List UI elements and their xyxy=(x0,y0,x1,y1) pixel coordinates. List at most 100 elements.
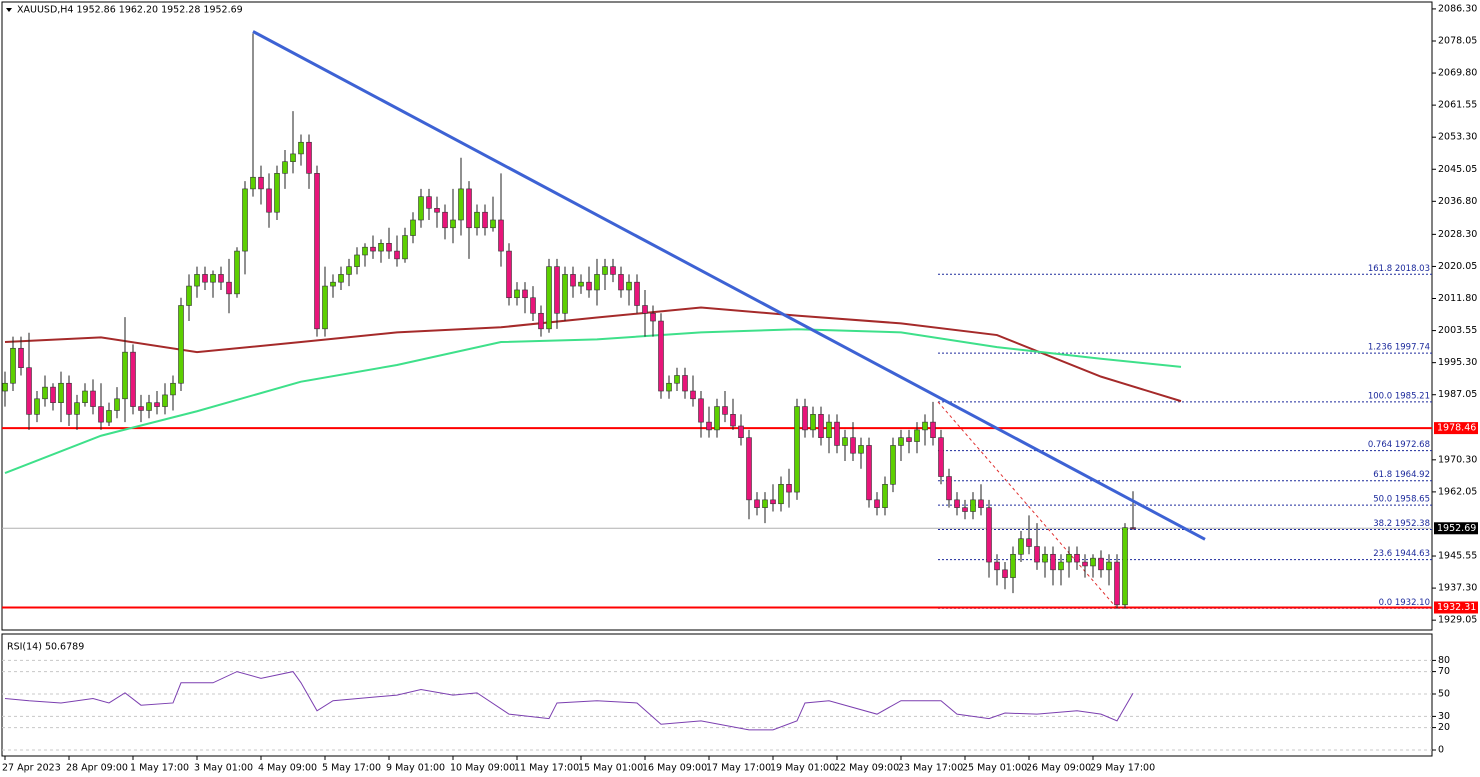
candle-body xyxy=(130,351,136,407)
candle-body xyxy=(434,208,440,213)
candle-body xyxy=(50,386,56,403)
candle-body xyxy=(666,382,672,392)
x-tick-label: 10 May 09:00 xyxy=(450,763,515,774)
candle-body xyxy=(402,235,408,260)
rsi-panel xyxy=(1,633,1433,757)
last-price-label: 1952.69 xyxy=(1437,523,1476,534)
candle-body xyxy=(1002,569,1008,578)
candle-body xyxy=(906,437,912,442)
candle-body xyxy=(106,410,112,423)
candle-body xyxy=(786,484,792,493)
candle-body xyxy=(346,266,352,275)
candle-body xyxy=(146,402,152,411)
candle-body xyxy=(58,382,64,403)
candle-body xyxy=(642,305,648,314)
x-tick-label: 4 May 09:00 xyxy=(258,763,317,774)
x-tick-label: 22 May 09:00 xyxy=(834,763,899,774)
y-tick-label: 2020.05 xyxy=(1438,261,1477,272)
fib-label: 0.764 1972.68 xyxy=(1368,440,1430,450)
moving-average xyxy=(4,328,1182,474)
candle-body xyxy=(482,211,488,229)
x-tick-label: 15 May 01:00 xyxy=(578,763,643,774)
candle-body xyxy=(98,406,104,423)
candle-body xyxy=(866,445,872,501)
x-tick-label: 9 May 01:00 xyxy=(386,763,445,774)
y-tick-label: 2011.80 xyxy=(1438,293,1477,304)
candle-body xyxy=(850,437,856,454)
y-tick-label: 2028.30 xyxy=(1438,229,1477,240)
fib-label: 38.2 1952.38 xyxy=(1373,519,1430,529)
y-tick-label: 1929.05 xyxy=(1438,615,1477,626)
y-tick-label: 2045.05 xyxy=(1438,164,1477,175)
candle-body xyxy=(1050,553,1056,571)
fib-label: 50.0 1958.65 xyxy=(1373,495,1430,505)
candle-body xyxy=(66,382,72,415)
candle-body xyxy=(674,375,680,384)
rsi-tick-label: 30 xyxy=(1438,711,1450,722)
candle-body xyxy=(74,402,80,415)
candle-body xyxy=(26,367,32,415)
candle-body xyxy=(698,398,704,423)
candle-body xyxy=(210,274,216,283)
candle-body xyxy=(1082,561,1088,567)
candle-body xyxy=(1042,553,1048,563)
candle-body xyxy=(586,281,592,291)
y-tick-label: 2061.55 xyxy=(1438,100,1477,111)
candle-body xyxy=(738,425,744,438)
candle-body xyxy=(986,507,992,563)
x-tick-label: 17 May 17:00 xyxy=(706,763,771,774)
candle-body xyxy=(914,429,920,442)
candle-body xyxy=(274,173,280,213)
candle-body xyxy=(234,250,240,295)
candle-body xyxy=(466,188,472,229)
candle-body xyxy=(314,173,320,330)
candle-body xyxy=(170,382,176,396)
candle-body xyxy=(1090,557,1096,567)
candle-body xyxy=(794,406,800,493)
candle-body xyxy=(242,188,248,252)
menu-arrow xyxy=(6,8,12,12)
candle-body xyxy=(834,421,840,446)
fib-label: 61.8 1964.92 xyxy=(1373,470,1430,480)
y-tick-label: 2053.30 xyxy=(1438,132,1477,143)
fib-label: 100.0 1985.21 xyxy=(1368,391,1430,401)
candle-body xyxy=(354,254,360,267)
chart-title: XAUUSD,H4 1952.86 1962.20 1952.28 1952.6… xyxy=(17,5,243,16)
candle-body xyxy=(154,402,160,407)
candle-body xyxy=(754,499,760,508)
candle-body xyxy=(658,320,664,392)
candle-body xyxy=(706,421,712,431)
candle-body xyxy=(426,196,432,209)
y-tick-label: 1970.30 xyxy=(1438,454,1477,465)
candle-body xyxy=(186,285,192,306)
candle-body xyxy=(1018,538,1024,555)
candle-body xyxy=(546,266,552,330)
candle-body xyxy=(458,188,464,221)
candle-body xyxy=(994,561,1000,571)
candle-body xyxy=(490,219,496,229)
candle-body xyxy=(282,161,288,174)
candle-body xyxy=(114,398,120,411)
candle-body xyxy=(650,312,656,322)
x-tick-label: 11 May 17:00 xyxy=(514,763,579,774)
rsi-line xyxy=(4,671,1134,731)
candle-body xyxy=(1114,561,1120,606)
price-label: 1932.31 xyxy=(1437,602,1476,613)
candle-body xyxy=(682,375,688,392)
candle-body xyxy=(498,219,504,252)
candle-body xyxy=(762,499,768,508)
candle-body xyxy=(962,507,968,512)
candle-body xyxy=(930,421,936,438)
candle-body xyxy=(746,437,752,501)
candle-body xyxy=(138,406,144,411)
candle-body xyxy=(858,445,864,454)
x-tick-label: 3 May 01:00 xyxy=(194,763,253,774)
fib-label: 0.0 1932.10 xyxy=(1379,598,1430,608)
candle-body xyxy=(90,390,96,407)
candle-body xyxy=(1026,538,1032,547)
candle-body xyxy=(874,499,880,508)
candle-body xyxy=(1074,553,1080,563)
rsi-title: RSI(14) 50.6789 xyxy=(7,642,84,653)
candle-body xyxy=(1122,527,1128,606)
candle-body xyxy=(42,386,48,400)
